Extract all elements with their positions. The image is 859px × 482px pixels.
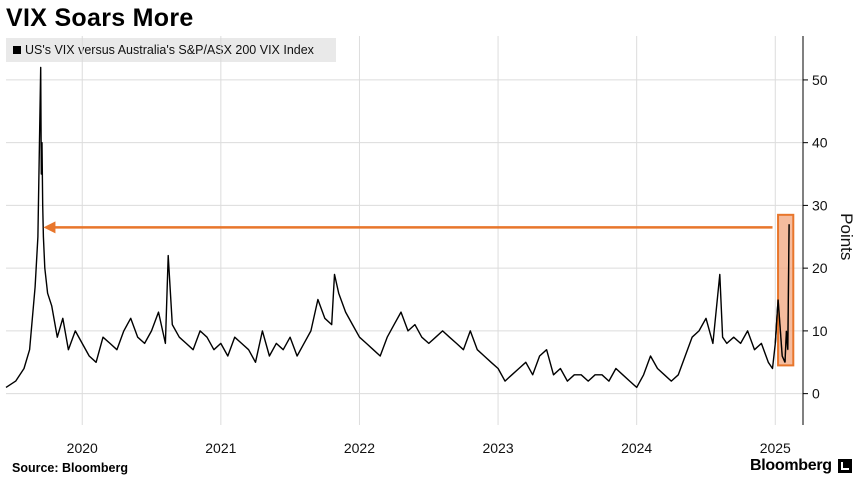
bloomberg-chart-icon	[837, 459, 852, 473]
x-tick-label: 2024	[621, 440, 652, 456]
x-tick-label: 2021	[205, 440, 236, 456]
annotation-layer	[43, 213, 795, 367]
y-tick-label: 40	[812, 135, 828, 151]
x-tick-label: 2025	[760, 440, 791, 456]
y-tick-label: 30	[812, 197, 828, 213]
legend: US's VIX versus Australia's S&P/ASX 200 …	[6, 38, 336, 62]
grid	[6, 36, 803, 425]
axes: 0 10 20 30 40 50 2020 2021 2022 2023 2024 2025 Point…	[67, 36, 856, 456]
y-tick-label: 0	[812, 386, 820, 402]
series-line-recent	[774, 224, 790, 363]
brand-text: Bloomberg	[750, 457, 832, 474]
x-tick-label: 2020	[67, 440, 98, 456]
arrow-head	[43, 221, 56, 234]
source-note: Source: Bloomberg	[12, 461, 128, 475]
series-layer	[5, 66, 790, 389]
y-axis-title: Points	[837, 213, 856, 260]
y-tick-label: 20	[812, 260, 828, 276]
chart-title: VIX Soars More	[6, 4, 194, 32]
y-tick-label: 10	[812, 323, 828, 339]
y-tick-label: 50	[812, 72, 828, 88]
x-tick-label: 2022	[344, 440, 375, 456]
x-tick-label: 2023	[482, 440, 513, 456]
series-line	[5, 66, 790, 389]
legend-label: US's VIX versus Australia's S&P/ASX 200 …	[25, 43, 314, 57]
brand-logo: Bloomberg	[750, 457, 852, 475]
legend-swatch	[13, 46, 21, 54]
